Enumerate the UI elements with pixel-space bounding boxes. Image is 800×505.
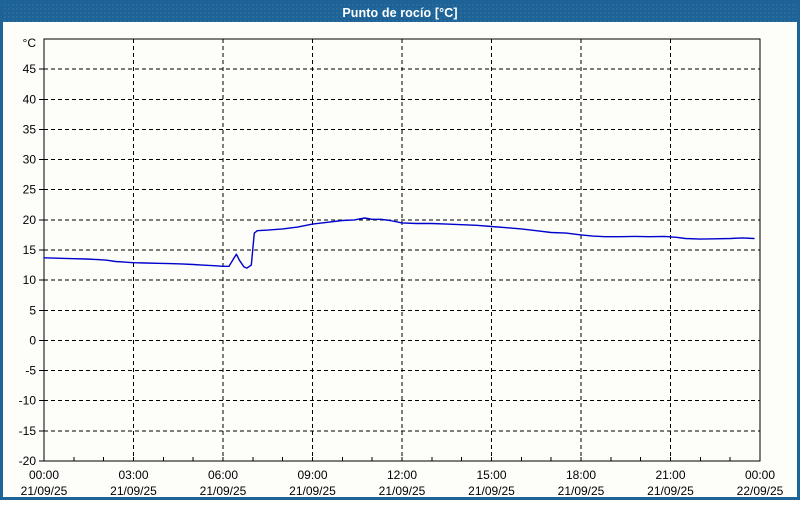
x-tick-date-label: 21/09/25	[110, 484, 157, 498]
x-tick-date-label: 21/09/25	[468, 484, 515, 498]
x-tick-time-label: 00:00	[29, 468, 59, 482]
y-tick-label: -5	[25, 364, 36, 378]
x-tick-time-label: 18:00	[566, 468, 596, 482]
x-tick-time-label: 00:00	[745, 468, 775, 482]
y-tick-label: 0	[29, 333, 36, 347]
chart-title: Punto de rocío [°C]	[342, 5, 458, 20]
x-tick-date-label: 21/09/25	[200, 484, 247, 498]
x-tick-time-label: 06:00	[208, 468, 238, 482]
y-tick-label: -15	[19, 424, 37, 438]
y-tick-label: 30	[23, 153, 37, 167]
x-tick-date-label: 21/09/25	[379, 484, 426, 498]
y-tick-label: -20	[19, 454, 37, 468]
x-tick-time-label: 15:00	[476, 468, 506, 482]
y-tick-label: 15	[23, 243, 37, 257]
series-line	[43, 217, 755, 269]
y-tick-label: 10	[23, 273, 37, 287]
x-tick-time-label: 03:00	[118, 468, 148, 482]
y-tick-label: 35	[23, 122, 37, 136]
x-tick-time-label: 12:00	[387, 468, 417, 482]
chart-area: 45 40 35 30 25 20 15 10 5 0 -5 -10 -15 -20 °C 00:00 21/0…	[3, 22, 797, 498]
x-tick-date-label: 22/09/25	[737, 484, 784, 498]
x-tick-date-label: 21/09/25	[558, 484, 605, 498]
y-tick-label: 40	[23, 92, 37, 106]
window-titlebar: Punto de rocío [°C]	[3, 3, 797, 22]
x-tick-time-label: 09:00	[297, 468, 327, 482]
x-tick-date-label: 21/09/25	[647, 484, 694, 498]
dew-point-chart: 45 40 35 30 25 20 15 10 5 0 -5 -10 -15 -20 °C 00:00 21/0…	[19, 36, 784, 498]
x-tick-time-label: 21:00	[655, 468, 685, 482]
y-tick-label: 5	[29, 303, 36, 317]
y-tick-label: 20	[23, 213, 37, 227]
y-axis-unit-label: °C	[23, 36, 37, 50]
x-tick-date-label: 21/09/25	[21, 484, 68, 498]
y-tick-label: 25	[23, 183, 37, 197]
y-tick-label: 45	[23, 62, 37, 76]
plot-border	[43, 38, 761, 462]
x-tick-date-label: 21/09/25	[289, 484, 336, 498]
y-tick-label: -10	[19, 394, 37, 408]
